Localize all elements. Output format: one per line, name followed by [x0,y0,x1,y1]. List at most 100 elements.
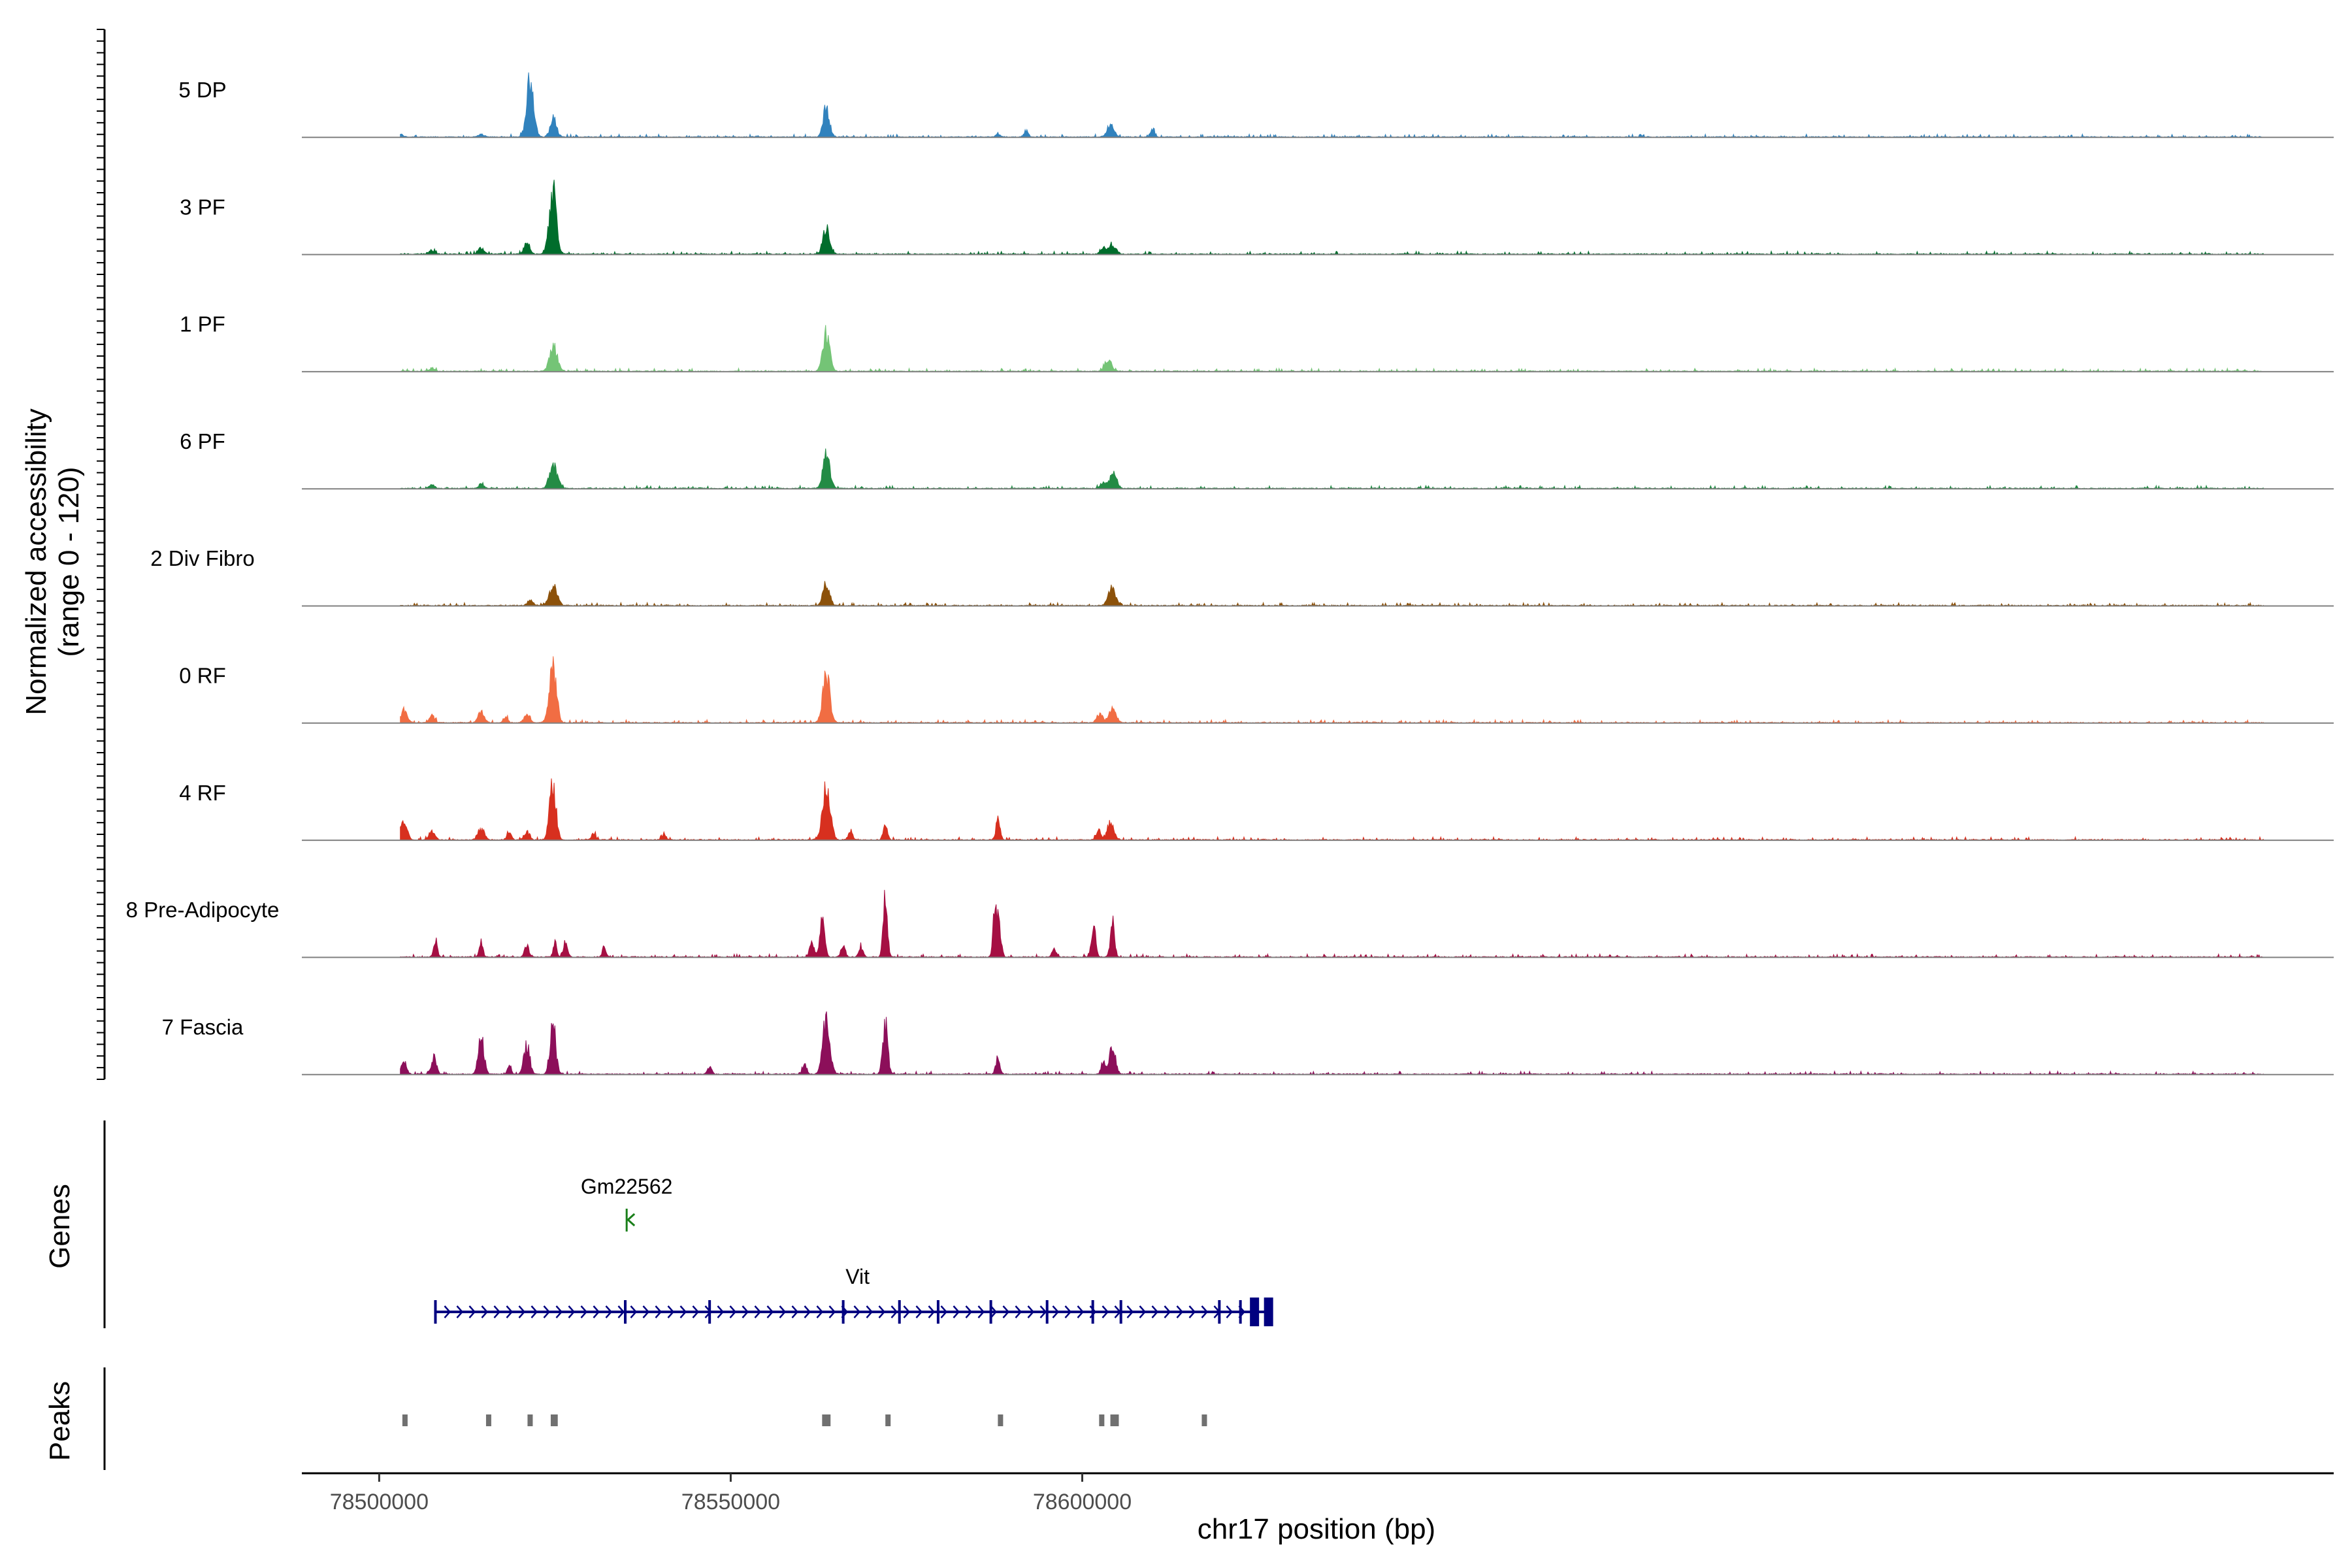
coverage-area [400,778,2264,841]
exon [1250,1298,1260,1326]
strand-arrow [990,1305,998,1318]
strand-arrow [754,1305,762,1318]
peaks-title: Peaks [44,1381,76,1461]
strand-arrow [779,1305,787,1318]
track-label: 6 PF [180,429,225,453]
strand-arrow [1151,1305,1159,1318]
strand-arrow [444,1305,451,1318]
x-axis: 78500000 78550000 78600000 [302,1472,2334,1514]
strand-arrow [953,1305,960,1318]
strand-arrow [766,1305,774,1318]
track-4-rf: 4 RF [179,778,2334,841]
peak-region [402,1414,408,1426]
peak-region [1110,1414,1119,1426]
peak-region [1099,1414,1105,1426]
strand-arrow [1201,1305,1209,1318]
strand-arrow [1102,1305,1109,1318]
strand-arrow [1064,1305,1072,1318]
strand-arrow [593,1305,600,1318]
track-5-dp: 5 DP [178,72,2334,139]
exon [1091,1300,1094,1324]
strand-arrow [679,1305,687,1318]
strand-arrow [493,1305,501,1318]
track-2-div-fibro: 2 Div Fibro [150,546,2334,607]
strand-arrow [1164,1305,1171,1318]
strand-arrow [531,1305,538,1318]
strand-arrow [630,1305,638,1318]
peak-region [885,1414,891,1426]
strand-arrow [940,1305,948,1318]
exon [624,1300,627,1324]
coverage-area [400,1011,2264,1076]
strand-arrow [890,1305,898,1318]
strand-arrow [518,1305,526,1318]
track-label: 5 DP [178,78,226,102]
strand-arrow [853,1305,861,1318]
strand-arrow [605,1305,613,1318]
gene-label-vit: Vit [845,1265,870,1288]
strand-arrow [667,1305,675,1318]
track-7-fascia: 7 Fascia [162,1011,2334,1076]
strand-arrow [1139,1305,1147,1318]
exon [1239,1300,1242,1324]
strand-arrow [1188,1305,1196,1318]
strand-arrow [791,1305,799,1318]
y-axis-title-line1: Normalized accessibility [20,408,52,715]
coverage-area [400,325,2264,373]
coverage-area [400,72,2264,139]
strand-arrow [742,1305,749,1318]
strand-arrow [617,1305,625,1318]
strand-arrow [717,1305,725,1318]
strand-arrow [642,1305,650,1318]
gene-track: Gm22562 Vit [434,1175,1273,1326]
strand-arrow [1027,1305,1035,1318]
exon [898,1300,901,1324]
track-y-axis [97,29,106,1470]
strand-arrow [816,1305,824,1318]
exon [1264,1298,1273,1326]
peak-region [822,1414,831,1426]
strand-arrow [506,1305,514,1318]
track-label: 1 PF [180,312,225,336]
exon [1218,1300,1221,1324]
coverage-area [400,180,2264,256]
strand-arrow [977,1305,985,1318]
coverage-area [400,448,2264,490]
peak-region [550,1414,558,1426]
x-tick-label: 78600000 [1033,1490,1132,1514]
coverage-tracks: 5 DP 3 PF 1 PF 6 PF 2 Div Fibro 0 RF 4 RF 8 Pre… [126,72,2334,1076]
strand-arrow [456,1305,464,1318]
track-0-rf: 0 RF [179,656,2334,725]
track-label: 4 RF [179,781,226,805]
peak-region [485,1414,491,1426]
track-8-pre-adipocyte: 8 Pre-Adipocyte [126,890,2334,958]
strand-arrow [1002,1305,1010,1318]
exon [936,1300,939,1324]
genes-title: Genes [44,1184,76,1269]
strand-arrow [804,1305,811,1318]
coverage-area [400,656,2264,725]
exon [841,1300,845,1324]
track-label: 3 PF [180,195,225,219]
strand-arrow [729,1305,737,1318]
strand-arrow [878,1305,886,1318]
exon [989,1300,992,1324]
y-axis-title-line2: (range 0 - 120) [53,466,85,657]
strand-arrow [1077,1305,1085,1318]
strand-arrow [555,1305,563,1318]
exon [434,1300,437,1324]
track-label: 8 Pre-Adipocyte [126,898,280,922]
strand-arrow [568,1305,576,1318]
peak-region [527,1414,533,1426]
strand-arrow [1176,1305,1184,1318]
track-1-pf: 1 PF [180,312,2334,373]
x-tick-label: 78550000 [681,1490,780,1514]
strand-arrow [481,1305,489,1318]
strand-arrow [903,1305,911,1318]
exon [1119,1300,1122,1324]
strand-arrow [866,1305,874,1318]
gene-gm22562-strand-arrow [626,1213,636,1227]
peak-track [402,1414,1207,1426]
gene-label-gm22562: Gm22562 [581,1175,673,1198]
